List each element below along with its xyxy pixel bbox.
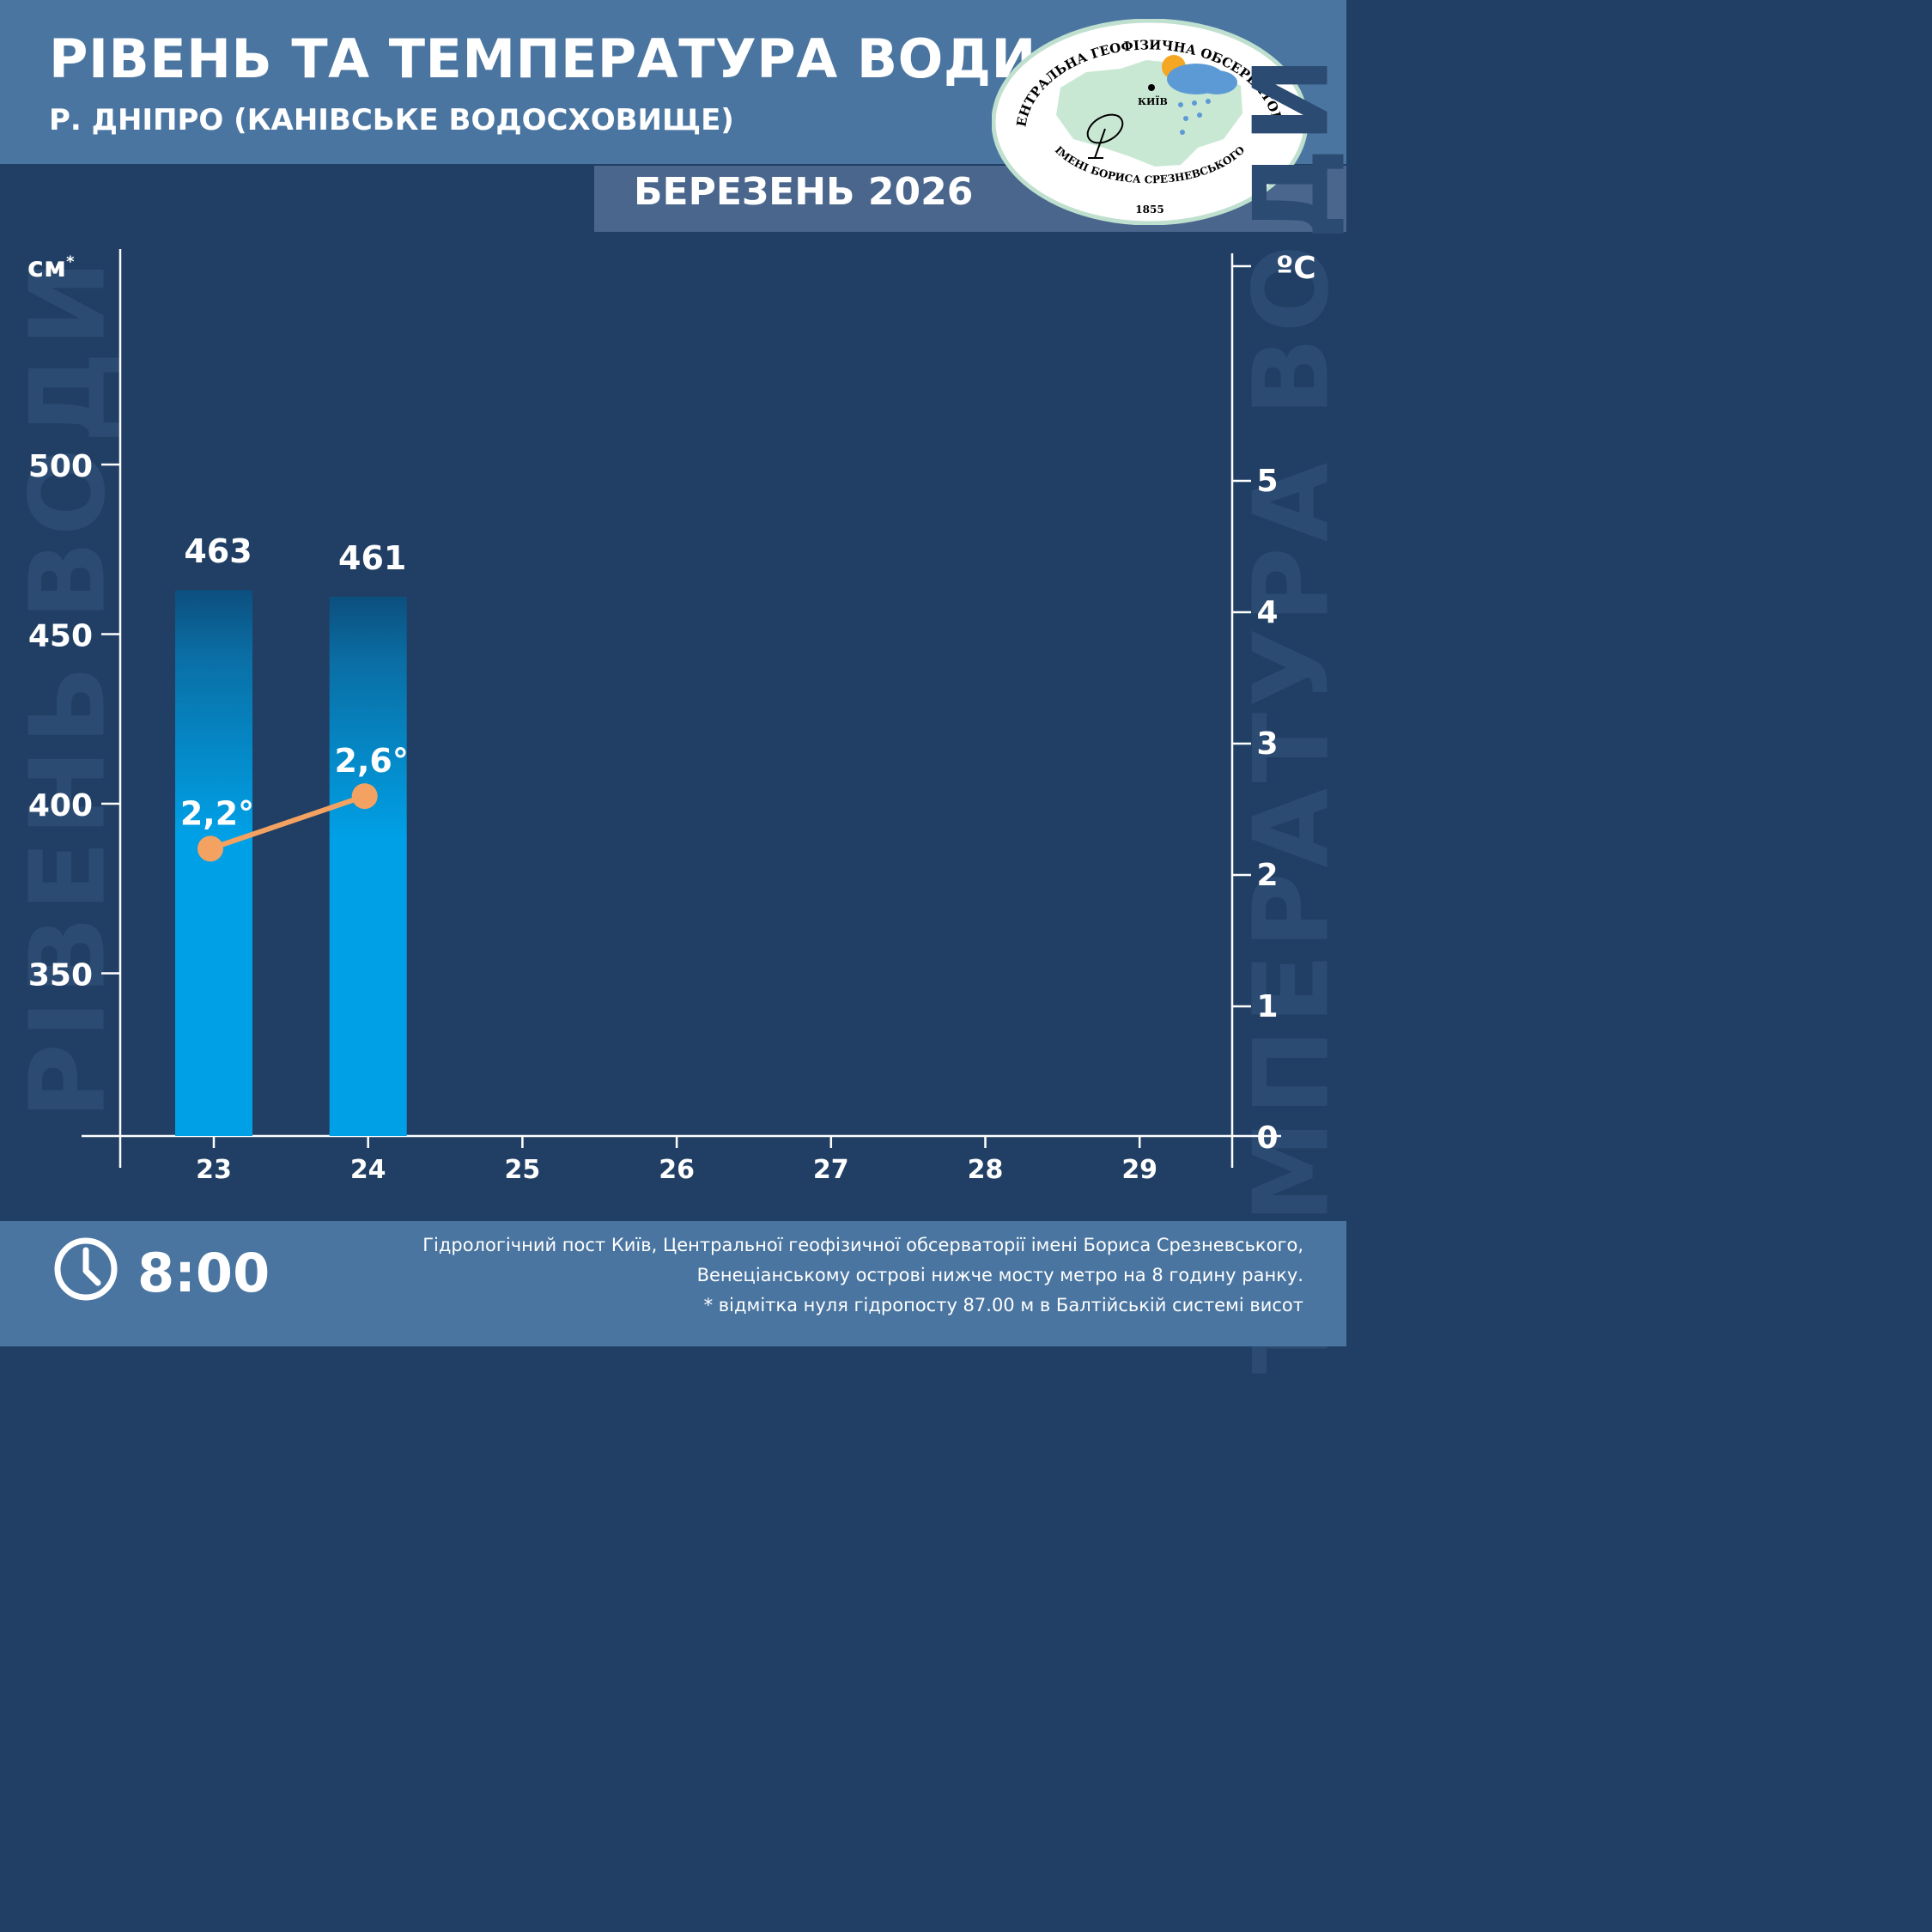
logo-city: КИЇВ [1138,95,1168,107]
level-data-label: 461 [338,539,406,577]
x-axis-tick-label: 29 [1121,1155,1157,1185]
level-bar [329,597,407,1136]
infographic: РІВЕНЬ ТА ТЕМПЕРАТУРА ВОДИ Р. ДНІПРО (КА… [0,0,1352,1374]
kyiv-marker-icon [1148,84,1155,91]
left-axis-tick-label: 400 [28,788,93,823]
right-axis-tick-label: 2 [1256,858,1278,893]
x-axis-tick-label: 28 [968,1155,1004,1185]
temperature-data-label: 2,6° [335,742,409,780]
month-label: БЕРЕЗЕНЬ 2026 [634,170,974,214]
footer-note-line-3: * відмітка нуля гідропосту 87.00 м в Бал… [703,1295,1303,1315]
temperature-data-label: 2,2° [180,794,254,832]
rain-icon [1178,99,1211,135]
right-axis-tick-label: 5 [1256,464,1278,499]
right-axis-tick-label: 0 [1256,1121,1278,1156]
temperature-line [210,793,366,852]
temperature-point [351,783,378,810]
right-axis-tick-label: 3 [1256,726,1278,762]
level-bar [175,590,252,1136]
level-data-label: 463 [184,532,252,570]
x-axis-tick-label: 26 [659,1155,695,1185]
footer-band [0,1221,1346,1346]
left-axis-unit: см* [27,251,75,283]
left-axis-tick-label: 450 [28,619,93,654]
page-subtitle: Р. ДНІПРО (КАНІВСЬКЕ ВОДОСХОВИЩЕ) [49,103,734,137]
x-axis-tick-label: 23 [196,1155,232,1185]
left-axis-tick-label: 350 [28,958,93,993]
left-axis-tick-label: 500 [28,449,93,484]
page-title: РІВЕНЬ ТА ТЕМПЕРАТУРА ВОДИ [49,27,1036,90]
x-axis-tick-label: 25 [505,1155,541,1185]
temperature-point [197,835,223,862]
logo-year: 1855 [1135,204,1163,216]
clock-icon [54,1237,118,1301]
x-axis-tick-label: 27 [813,1155,849,1185]
observatory-logo: КИЇВ ЦЕНТРАЛЬНА ГЕОФІЗИЧНА ОБСЕРВАТОРІЯ … [992,19,1308,225]
footer-note-line-1: Гідрологічний пост Київ, Центральної гео… [422,1235,1303,1255]
right-axis-unit: ºС [1276,251,1316,286]
right-axis-tick-label: 1 [1256,989,1278,1024]
right-axis-tick-label: 4 [1256,595,1278,630]
observation-time: 8:00 [137,1242,270,1304]
satellite-dish-icon [1086,113,1124,159]
x-axis-tick-label: 24 [350,1155,386,1185]
footer-note-line-2: Венеціанському острові нижче мосту метро… [696,1265,1303,1285]
